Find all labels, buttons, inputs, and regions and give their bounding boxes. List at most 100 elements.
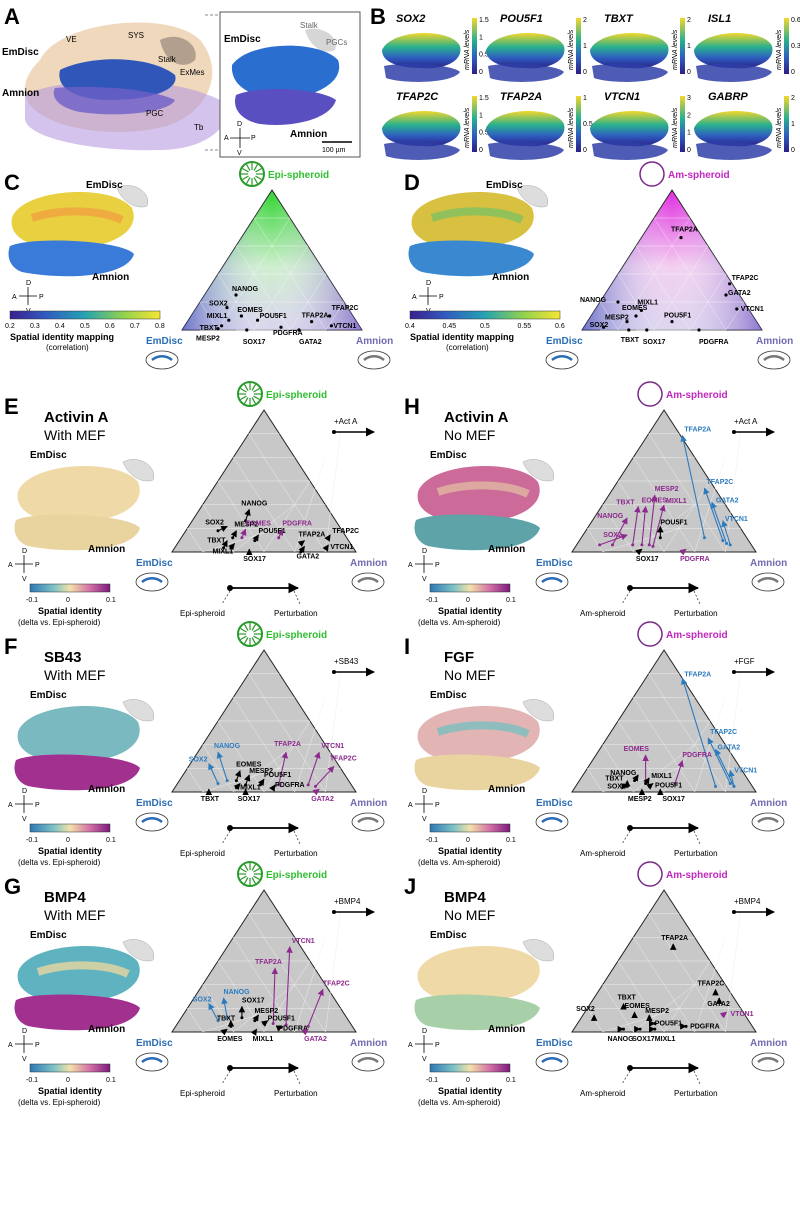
icon-outer	[135, 812, 169, 832]
gene-point	[735, 307, 739, 311]
gene-map-lower	[696, 64, 772, 82]
spheroid-label: Am-spheroid	[666, 630, 728, 641]
embryo-3d-map	[414, 459, 555, 551]
gene-arrow	[312, 788, 320, 796]
gene-label: SOX17	[238, 796, 261, 803]
panel-label: D	[404, 170, 420, 195]
treatment-arrow-origin	[332, 670, 336, 674]
ternary-gridline	[325, 433, 341, 553]
treatment-subtitle: No MEF	[444, 907, 495, 923]
compass-p: P	[39, 294, 44, 301]
gene-arrow	[715, 748, 735, 787]
embryo-lower	[14, 514, 140, 551]
colorbar-tick: 0.6	[791, 17, 800, 24]
gene-arrow	[635, 548, 643, 556]
embryo-lower	[14, 754, 140, 791]
gene-label: PDGFRA	[282, 520, 312, 527]
treatment-arrow-origin	[732, 670, 736, 674]
compass-a: A	[408, 562, 413, 569]
colorbar-tick: 0.3	[30, 323, 40, 330]
compass-d: D	[422, 548, 427, 555]
gene-origin	[653, 1021, 657, 1025]
gene-point	[216, 327, 220, 331]
delta-tick: 0.1	[506, 597, 516, 604]
label-amnion: Amnion	[488, 1024, 525, 1035]
gene-arrow	[721, 520, 731, 546]
gene-arrow	[298, 545, 305, 554]
gene-label: NANOG	[597, 513, 624, 520]
colorbar-tick: 0.3	[791, 43, 800, 50]
corner-amnion: Amnion	[750, 558, 787, 569]
treatment-tag: +SB43	[334, 657, 359, 666]
emdisc-icon	[135, 1052, 169, 1072]
gene-label: NANOG	[214, 743, 241, 750]
emdisc-icon	[145, 350, 179, 370]
delta-subtitle: (delta vs. Am-spheroid)	[418, 858, 501, 867]
colorbar-title: Spatial identity mapping	[10, 332, 114, 342]
ternary-gridline	[202, 768, 280, 793]
icon-disc	[757, 817, 779, 824]
gene-label: POU5F1	[664, 313, 691, 320]
gene-arrow	[252, 534, 259, 542]
ternary-gridline	[294, 937, 326, 1033]
panel-label: H	[404, 394, 420, 419]
spheroid-ring	[237, 381, 263, 407]
panel-d: DEmDiscAmnionDVAP0.40.450.50.550.6Spatia…	[404, 161, 793, 370]
amnion-icon	[751, 1052, 785, 1072]
gene-map-shape	[590, 32, 669, 69]
gene-label: POU5F1	[268, 1016, 295, 1023]
gene-label: TBXT	[618, 995, 637, 1002]
ternary-overlay	[582, 190, 762, 330]
gene-label: VTCN1	[330, 544, 353, 551]
gene-point	[310, 320, 314, 324]
colorbar-tick: 1	[687, 43, 691, 50]
gene-colorbar	[680, 96, 685, 152]
legend-to: Perturbation	[674, 609, 718, 618]
embryo-band	[436, 721, 530, 738]
gene-label: TFAP2C	[332, 305, 359, 312]
gene-label: PDGFRA	[278, 1025, 308, 1032]
gene-label: TFAP2C	[710, 729, 737, 736]
gene-label: MESP2	[628, 796, 652, 803]
delta-colorbar	[29, 823, 111, 833]
gene-point	[634, 314, 638, 318]
gene-label: POU5F1	[655, 1020, 682, 1027]
delta-tick: 0.1	[506, 837, 516, 844]
spheroid-cell	[251, 637, 257, 644]
label-amnion: Amnion	[92, 272, 129, 283]
gene-label: VTCN1	[741, 306, 764, 313]
delta-title: Spatial identity	[38, 606, 102, 616]
spheroid-cell	[240, 387, 247, 393]
delta-title: Spatial identity	[38, 846, 102, 856]
icon-disc	[551, 355, 573, 362]
gene-label: POU5F1	[260, 313, 287, 320]
gene-point	[602, 325, 606, 329]
spheroid-label: Am-spheroid	[666, 390, 728, 401]
corner-emdisc: EmDisc	[146, 336, 183, 347]
colorbar-tick: 0.5	[480, 323, 490, 330]
gene-label: VTCN1	[731, 1011, 754, 1018]
gene-label: GATA2	[716, 497, 739, 504]
gene-point	[297, 328, 301, 332]
spheroid-cell	[242, 167, 249, 173]
colorbar-tick: 0	[583, 147, 587, 154]
icon-outer	[135, 572, 169, 592]
treatment-tag: +FGF	[734, 657, 755, 666]
label-emdisc: EmDisc	[30, 450, 67, 461]
gene-label: TFAP2C	[706, 479, 733, 486]
icon-disc	[357, 1057, 379, 1064]
colorbar-tick: 1	[583, 43, 587, 50]
gene-point	[227, 318, 231, 322]
label-emdisc: EmDisc	[30, 690, 67, 701]
axes-compass: D V A P	[408, 788, 440, 823]
spheroid-cell	[240, 867, 247, 873]
ternary-overlay	[182, 190, 362, 330]
gene-arrow	[648, 494, 658, 545]
delta-colorbar	[429, 583, 511, 593]
treatment-arrow-origin	[332, 430, 336, 434]
ternary-gridline	[187, 528, 203, 553]
legend-dash	[221, 830, 231, 845]
amnion-icon	[357, 350, 391, 370]
icon-outer	[751, 572, 785, 592]
gene-label: MIXL1	[213, 548, 234, 555]
